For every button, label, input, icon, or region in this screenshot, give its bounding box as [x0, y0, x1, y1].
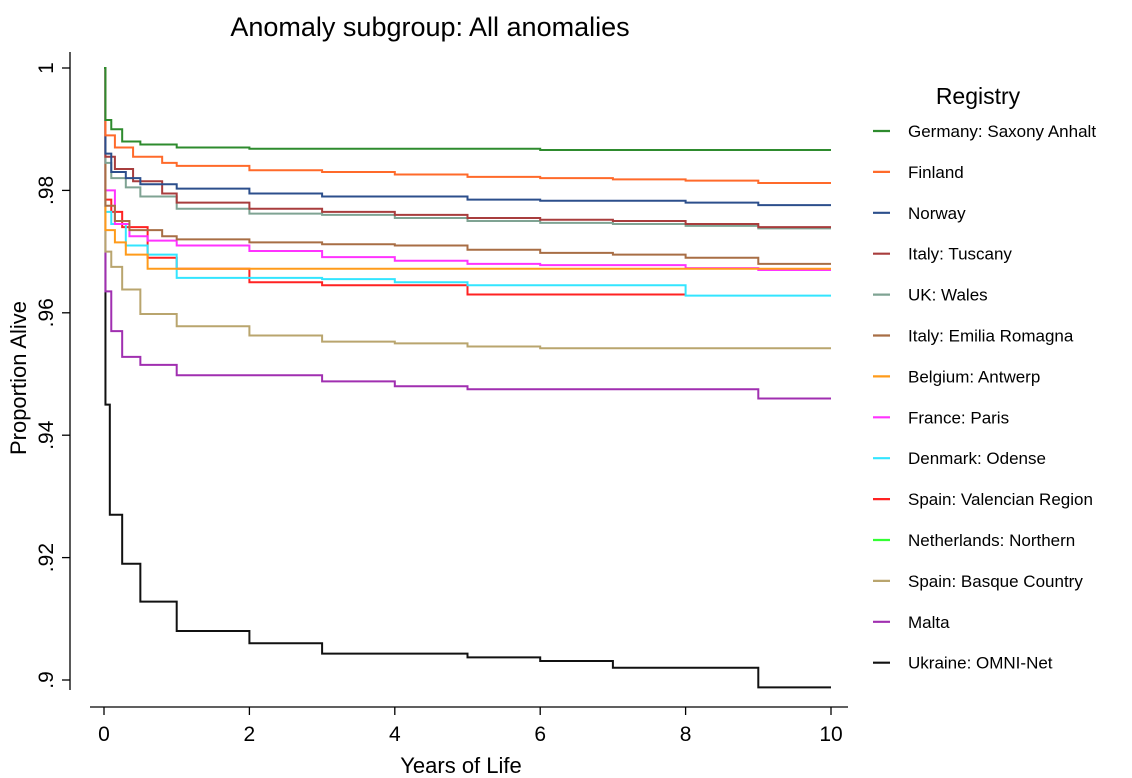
legend-label: Italy: Emilia Romagna — [908, 327, 1074, 346]
legend: Germany: Saxony Anhalt Finland Norway Italy… — [873, 122, 1096, 673]
legend-label: Ukraine: OMNI-Net — [908, 654, 1053, 673]
x-tick-label: 6 — [534, 723, 546, 746]
legend-label: Spain: Basque Country — [908, 572, 1083, 591]
x-axis-label: Years of Life — [400, 753, 522, 778]
x-tick-label: 4 — [389, 723, 401, 746]
legend-item: Germany: Saxony Anhalt — [873, 122, 1096, 141]
legend-item: Spain: Basque Country — [873, 572, 1083, 591]
legend-label: Germany: Saxony Anhalt — [908, 122, 1096, 141]
series-line-denmark-odense — [104, 67, 831, 297]
y-tick-label: .92 — [35, 543, 58, 572]
x-tick-label: 8 — [680, 723, 692, 746]
series-line-italy-emilia-romagna — [104, 67, 831, 265]
series-line-ukraine-omni-net — [104, 67, 831, 689]
series-line-uk-wales — [104, 67, 831, 230]
x-tick-label: 0 — [98, 723, 110, 746]
legend-item: Spain: Valencian Region — [873, 490, 1093, 509]
y-axis-label: Proportion Alive — [6, 301, 31, 455]
series-line-finland — [104, 67, 831, 185]
series-line-malta — [104, 67, 831, 400]
legend-item: Denmark: Odense — [873, 449, 1046, 468]
y-tick-label: .94 — [35, 420, 58, 450]
legend-label: Italy: Tuscany — [908, 245, 1012, 264]
legend-label: Netherlands: Northern — [908, 531, 1075, 550]
legend-item: Norway — [873, 204, 966, 223]
legend-title: Registry — [936, 83, 1021, 109]
legend-label: France: Paris — [908, 408, 1009, 427]
series-line-france-paris — [104, 67, 831, 271]
y-tick-label: .96 — [35, 298, 58, 327]
y-tick-label: 1 — [35, 62, 58, 74]
legend-label: Finland — [908, 163, 964, 182]
legend-item: Malta — [873, 613, 950, 632]
legend-item: Ukraine: OMNI-Net — [873, 654, 1053, 673]
series-line-italy-tuscany — [104, 67, 831, 229]
chart-title: Anomaly subgroup: All anomalies — [230, 12, 629, 42]
series-line-norway — [104, 67, 831, 207]
series-lines — [104, 67, 831, 689]
legend-item: UK: Wales — [873, 286, 988, 305]
legend-item: Italy: Emilia Romagna — [873, 327, 1074, 346]
y-tick-label: .9 — [35, 671, 58, 689]
legend-label: Norway — [908, 204, 966, 223]
legend-item: Netherlands: Northern — [873, 531, 1075, 550]
legend-label: Belgium: Antwerp — [908, 367, 1040, 386]
series-line-spain-basque-country — [104, 67, 831, 350]
x-tick-label: 2 — [244, 723, 256, 746]
series-line-germany-saxony-anhalt — [104, 67, 831, 152]
legend-item: Italy: Tuscany — [873, 245, 1012, 264]
legend-label: Malta — [908, 613, 950, 632]
legend-item: Belgium: Antwerp — [873, 367, 1040, 386]
legend-item: France: Paris — [873, 408, 1009, 427]
legend-label: Spain: Valencian Region — [908, 490, 1093, 509]
legend-label: Denmark: Odense — [908, 449, 1046, 468]
y-tick-label: .98 — [35, 176, 58, 205]
legend-item: Finland — [873, 163, 964, 182]
x-tick-label: 10 — [819, 723, 842, 746]
legend-label: UK: Wales — [908, 286, 988, 305]
